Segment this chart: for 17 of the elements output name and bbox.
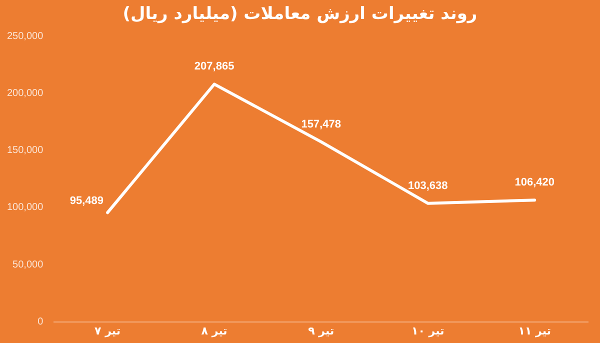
text: 207,865 xyxy=(194,60,234,73)
x-tick-label: ۱۰ تیر xyxy=(411,324,444,338)
y-tick-label: 0 xyxy=(38,316,44,328)
y-tick-label: 250,000 xyxy=(6,30,44,42)
x-tick-label: ۹ تیر xyxy=(308,324,334,338)
x-tick-label: ۷ تیر xyxy=(94,324,121,338)
y-tick-label: 150,000 xyxy=(6,145,44,156)
text: 157,478 xyxy=(301,118,341,130)
text: 95,489 xyxy=(70,195,104,208)
x-tick-label: ۱۱ تیر xyxy=(518,324,551,338)
text: 106,420 xyxy=(514,176,554,189)
chart-title: روند تغییرات ارزش معاملات (میلیارد ریال) xyxy=(122,4,478,24)
y-tick-label: 100,000 xyxy=(6,202,44,214)
y-tick-label: 50,000 xyxy=(12,259,44,270)
y-tick-label: 200,000 xyxy=(6,88,44,99)
x-tick-label: ۸ تیر xyxy=(201,324,228,338)
text: 103,638 xyxy=(408,180,448,192)
